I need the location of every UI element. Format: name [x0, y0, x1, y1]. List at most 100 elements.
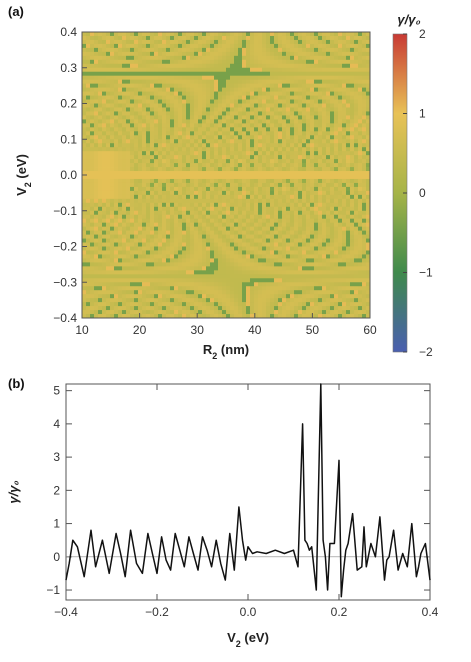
heatmap-cell — [138, 71, 143, 77]
heatmap-cell — [178, 127, 183, 132]
heatmap-cell — [82, 99, 87, 104]
heatmap-cell — [142, 310, 147, 315]
heatmap-cell — [278, 294, 283, 299]
heatmap-cell — [182, 190, 187, 196]
heatmap-cell — [178, 230, 183, 235]
heatmap-cell — [350, 194, 355, 200]
heatmap-cell — [158, 250, 163, 255]
heatmap-cell — [218, 282, 223, 287]
heatmap-cell — [110, 262, 115, 267]
heatmap-cell — [146, 206, 151, 212]
heatmap-cell — [254, 302, 259, 307]
heatmap-cell — [194, 214, 199, 220]
heatmap-cell — [182, 147, 187, 152]
heatmap-cell — [146, 147, 151, 152]
heatmap-cell — [266, 55, 271, 61]
heatmap-cell — [206, 286, 211, 291]
heatmap-cell — [94, 254, 99, 259]
heatmap-cell — [154, 91, 159, 96]
heatmap-cell — [162, 178, 167, 184]
heatmap-cell — [130, 182, 135, 188]
heatmap-cell — [278, 83, 283, 89]
heatmap-cell — [234, 314, 239, 319]
heatmap-cell — [242, 194, 247, 200]
heatmap-cell — [242, 83, 247, 89]
heatmap-cell — [106, 119, 111, 124]
heatmap-cell — [126, 79, 131, 85]
heatmap-cell — [206, 67, 211, 73]
heatmap-cell — [110, 99, 115, 104]
heatmap-cell — [162, 222, 167, 228]
heatmap-cell — [166, 298, 171, 303]
heatmap-cell — [266, 107, 271, 112]
heatmap-cell — [254, 71, 259, 77]
heatmap-cell — [250, 79, 255, 85]
heatmap-cell — [182, 91, 187, 96]
heatmap-cell — [238, 119, 243, 124]
heatmap-cell — [350, 51, 355, 57]
heatmap-cell — [210, 314, 215, 319]
heatmap-cell — [298, 39, 303, 45]
heatmap-cell — [186, 95, 191, 100]
heatmap-cell — [210, 39, 215, 45]
heatmap-cell — [146, 238, 151, 243]
heatmap-cell — [130, 163, 135, 168]
heatmap-cell — [158, 75, 163, 81]
heatmap-cell — [162, 286, 167, 291]
heatmap-cell — [166, 103, 171, 108]
heatmap-cell — [302, 135, 307, 140]
heatmap-cell — [146, 262, 151, 267]
heatmap-cell — [218, 51, 223, 57]
heatmap-cell — [318, 71, 323, 77]
heatmap-cell — [142, 95, 147, 100]
heatmap-cell — [186, 186, 191, 192]
heatmap-cell — [162, 194, 167, 200]
heatmap-cell — [254, 87, 259, 92]
heatmap-cell — [150, 194, 155, 200]
heatmap-cell — [214, 135, 219, 140]
heatmap-cell — [118, 234, 123, 239]
heatmap-cell — [230, 163, 235, 168]
heatmap-cell — [82, 210, 87, 216]
heatmap-cell — [210, 139, 215, 144]
heatmap-cell — [154, 190, 159, 196]
heatmap-cell — [230, 270, 235, 275]
heatmap-cell — [142, 294, 147, 299]
heatmap-cell — [318, 67, 323, 73]
heatmap-cell — [234, 194, 239, 200]
heatmap-cell — [226, 270, 231, 275]
heatmap-cell — [118, 32, 123, 37]
heatmap-cell — [150, 238, 155, 243]
heatmap-cell — [198, 246, 203, 251]
heatmap-cell — [322, 306, 327, 311]
heatmap-cell — [178, 262, 183, 267]
heatmap-cell — [186, 262, 191, 267]
heatmap-cell — [250, 274, 255, 279]
heatmap-cell — [150, 274, 155, 279]
heatmap-cell — [86, 310, 91, 315]
heatmap-cell — [266, 87, 271, 92]
heatmap-cell — [314, 278, 319, 283]
heatmap-cell — [142, 91, 147, 96]
heatmap-cell — [102, 302, 107, 307]
heatmap-cell — [202, 111, 207, 116]
heatmap-cell — [146, 178, 151, 184]
heatmap-cell — [146, 250, 151, 255]
heatmap-cell — [234, 262, 239, 267]
heatmap-cell — [346, 79, 351, 85]
heatmap-cell — [286, 206, 291, 212]
heatmap-cell — [334, 111, 339, 116]
heatmap-cell — [274, 294, 279, 299]
heatmap-cell — [322, 254, 327, 259]
heatmap-cell — [270, 175, 275, 180]
heatmap-cell — [350, 206, 355, 212]
heatmap-cell — [90, 51, 95, 57]
heatmap-cell — [306, 87, 311, 92]
heatmap-cell — [202, 230, 207, 235]
heatmap-cell — [130, 250, 135, 255]
heatmap-cell — [314, 75, 319, 81]
heatmap-cell — [202, 290, 207, 295]
heatmap-cell — [82, 230, 87, 235]
heatmap-cell — [342, 298, 347, 303]
heatmap-cell — [150, 270, 155, 275]
